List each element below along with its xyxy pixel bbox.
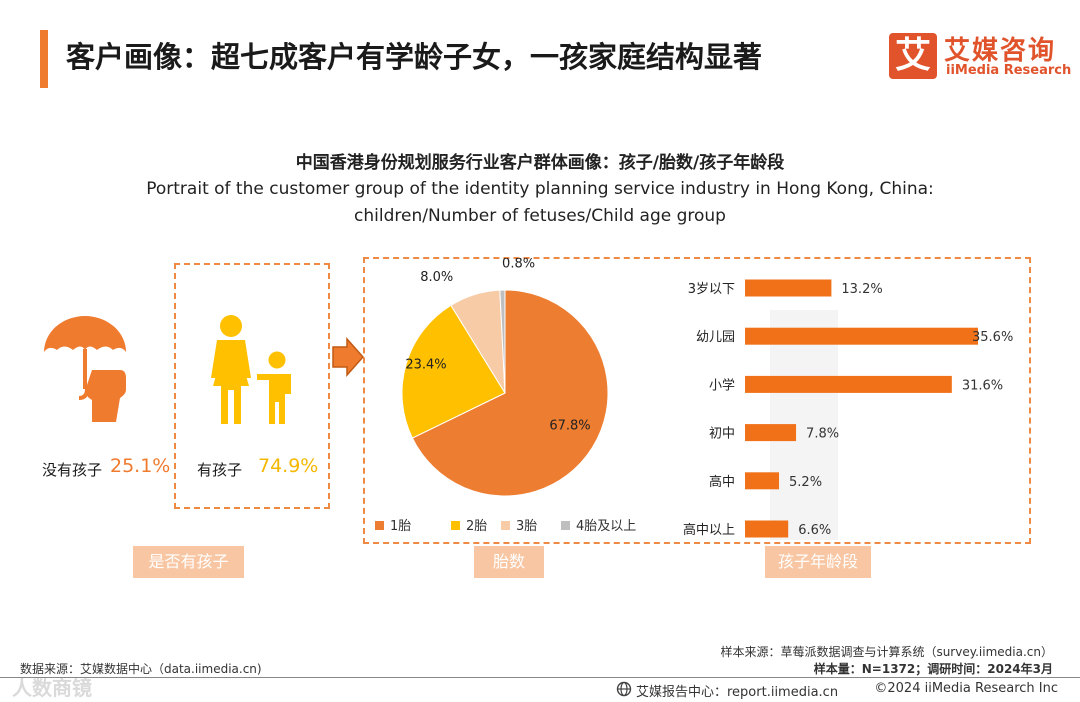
bar-value-label: 6.6%	[798, 523, 831, 538]
bar-value-label: 13.2%	[841, 282, 882, 297]
arrow-right-icon	[332, 337, 365, 377]
bar	[745, 279, 832, 297]
no-child-label: 没有孩子	[42, 461, 103, 479]
pie-slice	[401, 304, 506, 439]
legend-label: 4胎及以上	[576, 519, 636, 534]
bar	[745, 327, 978, 345]
footer-divider	[0, 677, 1080, 678]
data-source: 数据来源：艾媒数据中心（data.iimedia.cn)	[20, 662, 262, 676]
bar	[745, 375, 952, 393]
chart-title-en: Portrait of the customer group of the id…	[146, 179, 934, 226]
bar-value-label: 35.6%	[972, 330, 1013, 345]
bar	[745, 472, 780, 490]
sample-size: 样本量：N=1372；调研时间：2024年3月	[813, 662, 1053, 676]
has-child-label: 有孩子	[197, 461, 243, 479]
sample-source: 样本来源：草莓派数据调查与计算系统（survey.iimedia.cn）	[720, 645, 1053, 659]
legend-swatch	[501, 521, 510, 530]
parent-child-icon	[211, 315, 291, 424]
copyright: ©2024 iiMedia Research Inc	[874, 681, 1058, 696]
pie-data-label: 23.4%	[405, 358, 446, 373]
pie-data-label: 0.8%	[502, 258, 535, 272]
chart-title-cn: 中国香港身份规划服务行业客户群体画像：孩子/胎数/孩子年龄段	[295, 153, 785, 173]
section-label-children: 是否有孩子	[133, 546, 244, 578]
legend-label: 2胎	[466, 519, 487, 534]
has-child-box	[174, 263, 330, 509]
pie-data-label: 8.0%	[420, 270, 453, 285]
bar	[745, 424, 797, 442]
bar-category-label: 高中以上	[683, 522, 735, 538]
bar-value-label: 31.6%	[962, 378, 1003, 393]
logo-text-en: iiMedia Research	[946, 63, 1072, 78]
legend-label: 3胎	[516, 519, 537, 534]
has-child-value: 74.9%	[258, 455, 319, 477]
page-title: 客户画像：超七成客户有学龄子女，一孩家庭结构显著	[66, 40, 763, 74]
report-center-link[interactable]: 艾媒报告中心：report.iimedia.cn	[636, 685, 839, 700]
fetus-age-box	[363, 257, 1031, 544]
bar-value-label: 7.8%	[806, 427, 839, 442]
umbrella-icon	[44, 316, 126, 422]
pie-data-label: 67.8%	[549, 419, 590, 434]
pie-chart: 67.8% 23.4% 8.0% 0.8% 1胎 2胎 3胎 4胎及以上	[375, 258, 636, 534]
watermark: 人数商镜	[12, 676, 92, 700]
legend-swatch	[451, 521, 460, 530]
section-label-fetus: 胎数	[474, 546, 544, 578]
bar-category-label: 高中	[709, 474, 735, 490]
legend-swatch	[561, 521, 570, 530]
logo-text-cn: 艾媒咨询	[944, 36, 1057, 66]
bar-category-label: 3岁以下	[688, 282, 735, 297]
legend-label: 1胎	[390, 519, 411, 534]
logo-mark: 艾	[889, 33, 937, 79]
title-accent-bar	[40, 30, 48, 88]
bar-category-label: 幼儿园	[696, 330, 735, 345]
bar-category-label: 初中	[709, 427, 735, 442]
pie-slice	[499, 289, 506, 394]
no-child-value: 25.1%	[110, 455, 171, 477]
pie-slice	[411, 289, 609, 497]
section-label-age: 孩子年龄段	[765, 546, 871, 578]
legend-swatch	[375, 521, 384, 530]
bar	[745, 520, 789, 538]
bar-category-label: 小学	[709, 377, 735, 393]
globe-icon	[616, 681, 632, 697]
bar-value-label: 5.2%	[789, 475, 822, 490]
